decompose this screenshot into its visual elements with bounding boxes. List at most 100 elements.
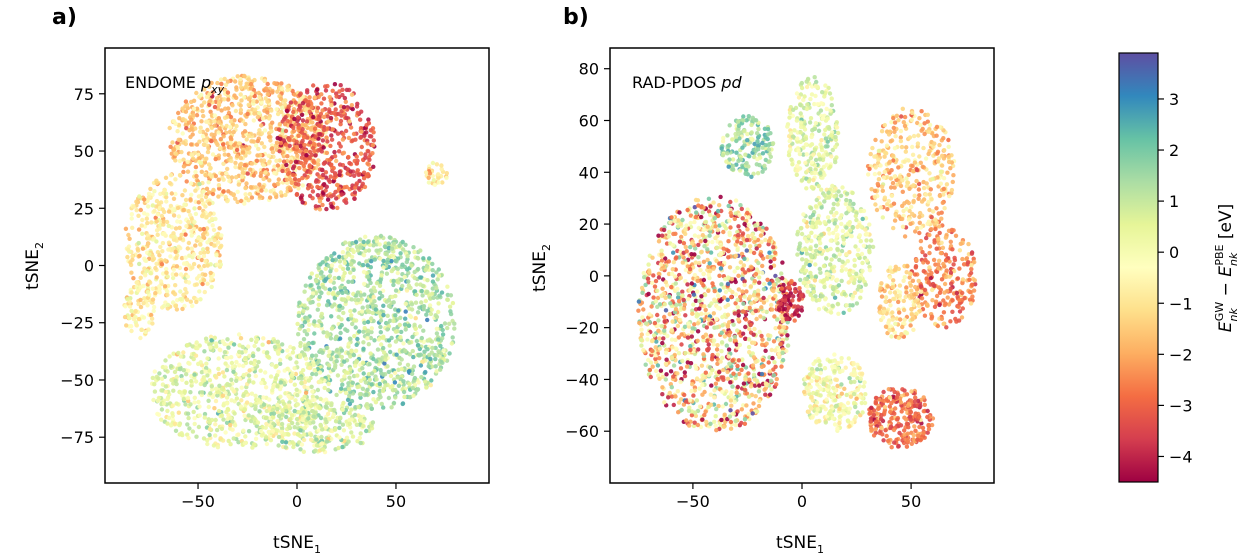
scatter-point [175, 205, 181, 211]
scatter-point [307, 183, 312, 188]
scatter-point [253, 185, 258, 190]
scatter-point [171, 213, 177, 218]
scatter-point [412, 322, 417, 327]
scatter-point [360, 386, 366, 391]
scatter-point [291, 125, 296, 130]
scatter-point [176, 244, 181, 249]
scatter-point [196, 236, 201, 241]
scatter-point [336, 445, 341, 451]
scatter-point [347, 336, 353, 341]
scatter-point [144, 268, 150, 273]
scatter-point [242, 407, 248, 412]
scatter-point [294, 144, 299, 149]
scatter-point [362, 325, 367, 331]
scatter-point [156, 376, 161, 381]
scatter-point [279, 109, 284, 115]
scatter-point [174, 374, 179, 380]
scatter-point [149, 220, 154, 225]
scatter-point [435, 277, 440, 282]
scatter-point [759, 333, 764, 339]
scatter-point [243, 389, 249, 395]
scatter-point [140, 217, 145, 223]
scatter-point [255, 114, 261, 120]
scatter-point [374, 377, 379, 382]
scatter-point [173, 226, 179, 231]
scatter-point [350, 321, 355, 327]
scatter-point [350, 106, 355, 112]
scatter-point [709, 357, 715, 362]
scatter-point [673, 337, 678, 343]
scatter-point [183, 99, 189, 104]
scatter-point [229, 175, 235, 180]
panel-b-label: b) [563, 5, 589, 30]
scatter-point [306, 378, 311, 383]
scatter-point [168, 423, 174, 428]
scatter-point [221, 142, 226, 147]
scatter-point [430, 160, 436, 166]
scatter-point [352, 173, 357, 178]
scatter-point [268, 374, 274, 379]
scatter-point [177, 116, 182, 121]
scatter-point [349, 262, 354, 267]
scatter-point [440, 332, 446, 337]
scatter-point [196, 399, 201, 405]
scatter-point [286, 432, 291, 437]
scatter-point [747, 377, 752, 382]
scatter-point [296, 432, 301, 437]
scatter-point [215, 240, 221, 245]
scatter-point [349, 417, 354, 422]
scatter-point [434, 353, 440, 358]
scatter-point [215, 393, 220, 398]
scatter-point [401, 247, 406, 252]
scatter-point [308, 140, 313, 145]
scatter-point [291, 109, 296, 115]
scatter-point [426, 175, 431, 180]
scatter-point [171, 267, 176, 272]
scatter-point [405, 267, 410, 272]
scatter-point [260, 184, 266, 190]
scatter-point [254, 143, 259, 148]
scatter-point [426, 364, 431, 369]
scatter-point [431, 178, 436, 183]
scatter-point [226, 189, 231, 194]
scatter-point [266, 153, 271, 158]
scatter-point [280, 408, 285, 413]
scatter-point [174, 401, 179, 406]
scatter-point [339, 317, 344, 322]
scatter-point [768, 254, 773, 260]
scatter-point [205, 246, 210, 251]
scatter-point [167, 354, 172, 359]
scatter-point [308, 170, 313, 175]
y-tick-label: −50 [60, 371, 94, 390]
scatter-point [321, 447, 326, 452]
scatter-point [639, 285, 645, 291]
scatter-point [267, 406, 272, 411]
scatter-point [169, 191, 174, 196]
y-tick-label: −25 [60, 314, 94, 333]
scatter-point [261, 158, 267, 163]
scatter-point [207, 84, 212, 89]
scatter-point [323, 404, 328, 409]
scatter-point [317, 319, 322, 324]
scatter-point [208, 109, 213, 115]
scatter-point [192, 226, 197, 232]
scatter-point [308, 437, 314, 442]
scatter-point [409, 302, 415, 307]
scatter-point [403, 316, 408, 321]
scatter-point [154, 275, 159, 280]
scatter-point [429, 364, 435, 369]
scatter-point [296, 186, 301, 191]
scatter-point [414, 331, 419, 336]
scatter-point [166, 415, 172, 421]
scatter-point [417, 324, 423, 329]
scatter-point [128, 324, 134, 329]
scatter-point [399, 329, 404, 335]
scatter-point [201, 234, 206, 240]
scatter-point [264, 351, 270, 356]
scatter-point [168, 254, 173, 259]
scatter-point [216, 366, 221, 372]
scatter-point [698, 268, 703, 273]
scatter-point [138, 207, 143, 213]
scatter-point [225, 90, 231, 95]
scatter-point [179, 232, 184, 237]
